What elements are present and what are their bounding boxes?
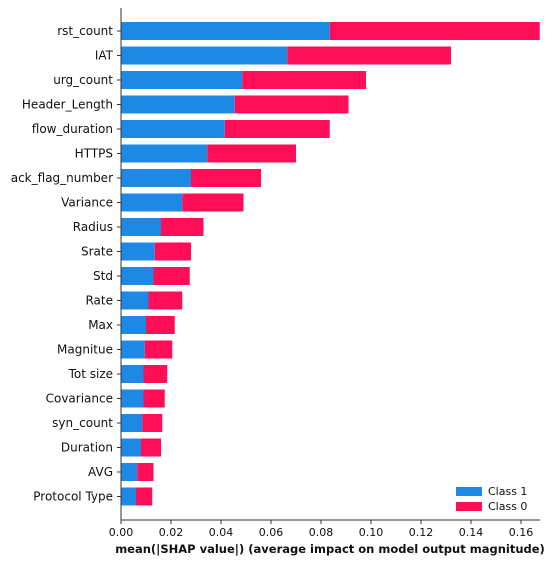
bars-layer	[121, 22, 540, 506]
bar-class0-2	[242, 71, 366, 89]
bar-class0-12	[146, 316, 175, 334]
y-tick-label-14: Tot size	[68, 367, 113, 381]
bar-class0-16	[142, 414, 163, 432]
x-tick-label-1: 0.02	[159, 526, 184, 539]
bar-class0-8	[161, 218, 204, 236]
legend-swatch-0	[456, 487, 482, 496]
y-tick-label-9: Srate	[81, 245, 113, 259]
bar-class1-7	[121, 193, 183, 212]
bar-class0-11	[148, 291, 183, 310]
bar-class1-12	[121, 316, 146, 334]
bar-class1-17	[121, 438, 141, 457]
x-tick-labels: 0.00 0.02 0.04 0.06 0.08 0.10 0.12 0.14 0.16	[109, 520, 534, 539]
legend-label-0: Class 1	[488, 485, 527, 498]
bar-class0-6	[191, 169, 261, 187]
legend: Class 1 Class 0	[456, 485, 527, 513]
y-tick-label-6: ack_flag_number	[11, 171, 113, 185]
y-tick-label-19: Protocol Type	[33, 490, 113, 504]
bar-class1-15	[121, 389, 144, 408]
x-tick-label-4: 0.08	[309, 526, 334, 539]
bar-class1-9	[121, 242, 155, 261]
axes	[117, 8, 540, 521]
y-tick-label-3: Header_Length	[22, 98, 113, 112]
y-tick-label-8: Radius	[73, 220, 113, 234]
x-tick-label-3: 0.06	[259, 526, 284, 539]
bar-class0-15	[143, 389, 165, 408]
y-tick-label-12: Max	[88, 318, 113, 332]
y-tick-label-10: Std	[93, 269, 113, 283]
bar-class1-14	[121, 365, 144, 383]
bar-class0-4	[224, 120, 330, 138]
bar-class1-19	[121, 487, 136, 506]
bar-class0-0	[329, 22, 540, 40]
bar-class0-19	[136, 487, 153, 506]
x-tick-label-6: 0.12	[409, 526, 434, 539]
bar-class1-2	[121, 71, 243, 89]
bar-class1-18	[121, 463, 138, 481]
bar-class1-8	[121, 218, 161, 236]
bar-class1-13	[121, 340, 145, 359]
x-tick-label-7: 0.14	[459, 526, 484, 539]
bar-class1-3	[121, 95, 235, 114]
y-tick-label-2: urg_count	[53, 73, 113, 87]
y-tick-label-0: rst_count	[57, 24, 113, 38]
x-tick-label-8: 0.16	[509, 526, 534, 539]
x-tick-label-0: 0.00	[109, 526, 134, 539]
legend-label-1: Class 0	[488, 500, 527, 513]
y-tick-label-15: Covariance	[46, 392, 113, 406]
bar-class1-6	[121, 169, 191, 187]
bar-class0-5	[207, 144, 296, 163]
bar-class1-4	[121, 120, 225, 138]
bar-class0-1	[287, 46, 451, 65]
y-tick-labels: rst_count IAT urg_count Header_Length flow_d…	[11, 24, 114, 504]
legend-swatch-1	[456, 502, 482, 511]
x-axis-label: mean(|SHAP value|) (average impact on mo…	[115, 542, 545, 556]
y-tick-label-11: Rate	[85, 294, 113, 308]
y-tick-label-13: Magnitue	[57, 343, 113, 357]
bar-class0-17	[141, 438, 161, 457]
bar-class0-9	[154, 242, 191, 261]
y-tick-label-7: Variance	[61, 196, 113, 210]
y-tick-label-16: syn_count	[52, 416, 113, 430]
y-tick-label-4: flow_duration	[32, 122, 113, 136]
bar-class1-16	[121, 414, 143, 432]
y-tick-label-5: HTTPS	[75, 147, 113, 161]
y-tick-label-17: Duration	[61, 441, 113, 455]
y-tick-label-18: AVG	[88, 465, 113, 479]
bar-class1-1	[121, 46, 288, 65]
y-tick-label-1: IAT	[95, 49, 114, 63]
x-tick-label-2: 0.04	[209, 526, 234, 539]
bar-class0-7	[182, 193, 244, 212]
bar-class1-11	[121, 291, 149, 310]
bar-class1-0	[121, 22, 330, 40]
x-tick-label-5: 0.10	[359, 526, 384, 539]
bar-class0-14	[143, 365, 168, 383]
bar-class0-18	[137, 463, 154, 481]
bar-class0-3	[234, 95, 349, 114]
bar-class1-5	[121, 144, 208, 163]
bar-class0-13	[144, 340, 173, 359]
bar-class0-10	[153, 267, 190, 285]
bar-class1-10	[121, 267, 154, 285]
